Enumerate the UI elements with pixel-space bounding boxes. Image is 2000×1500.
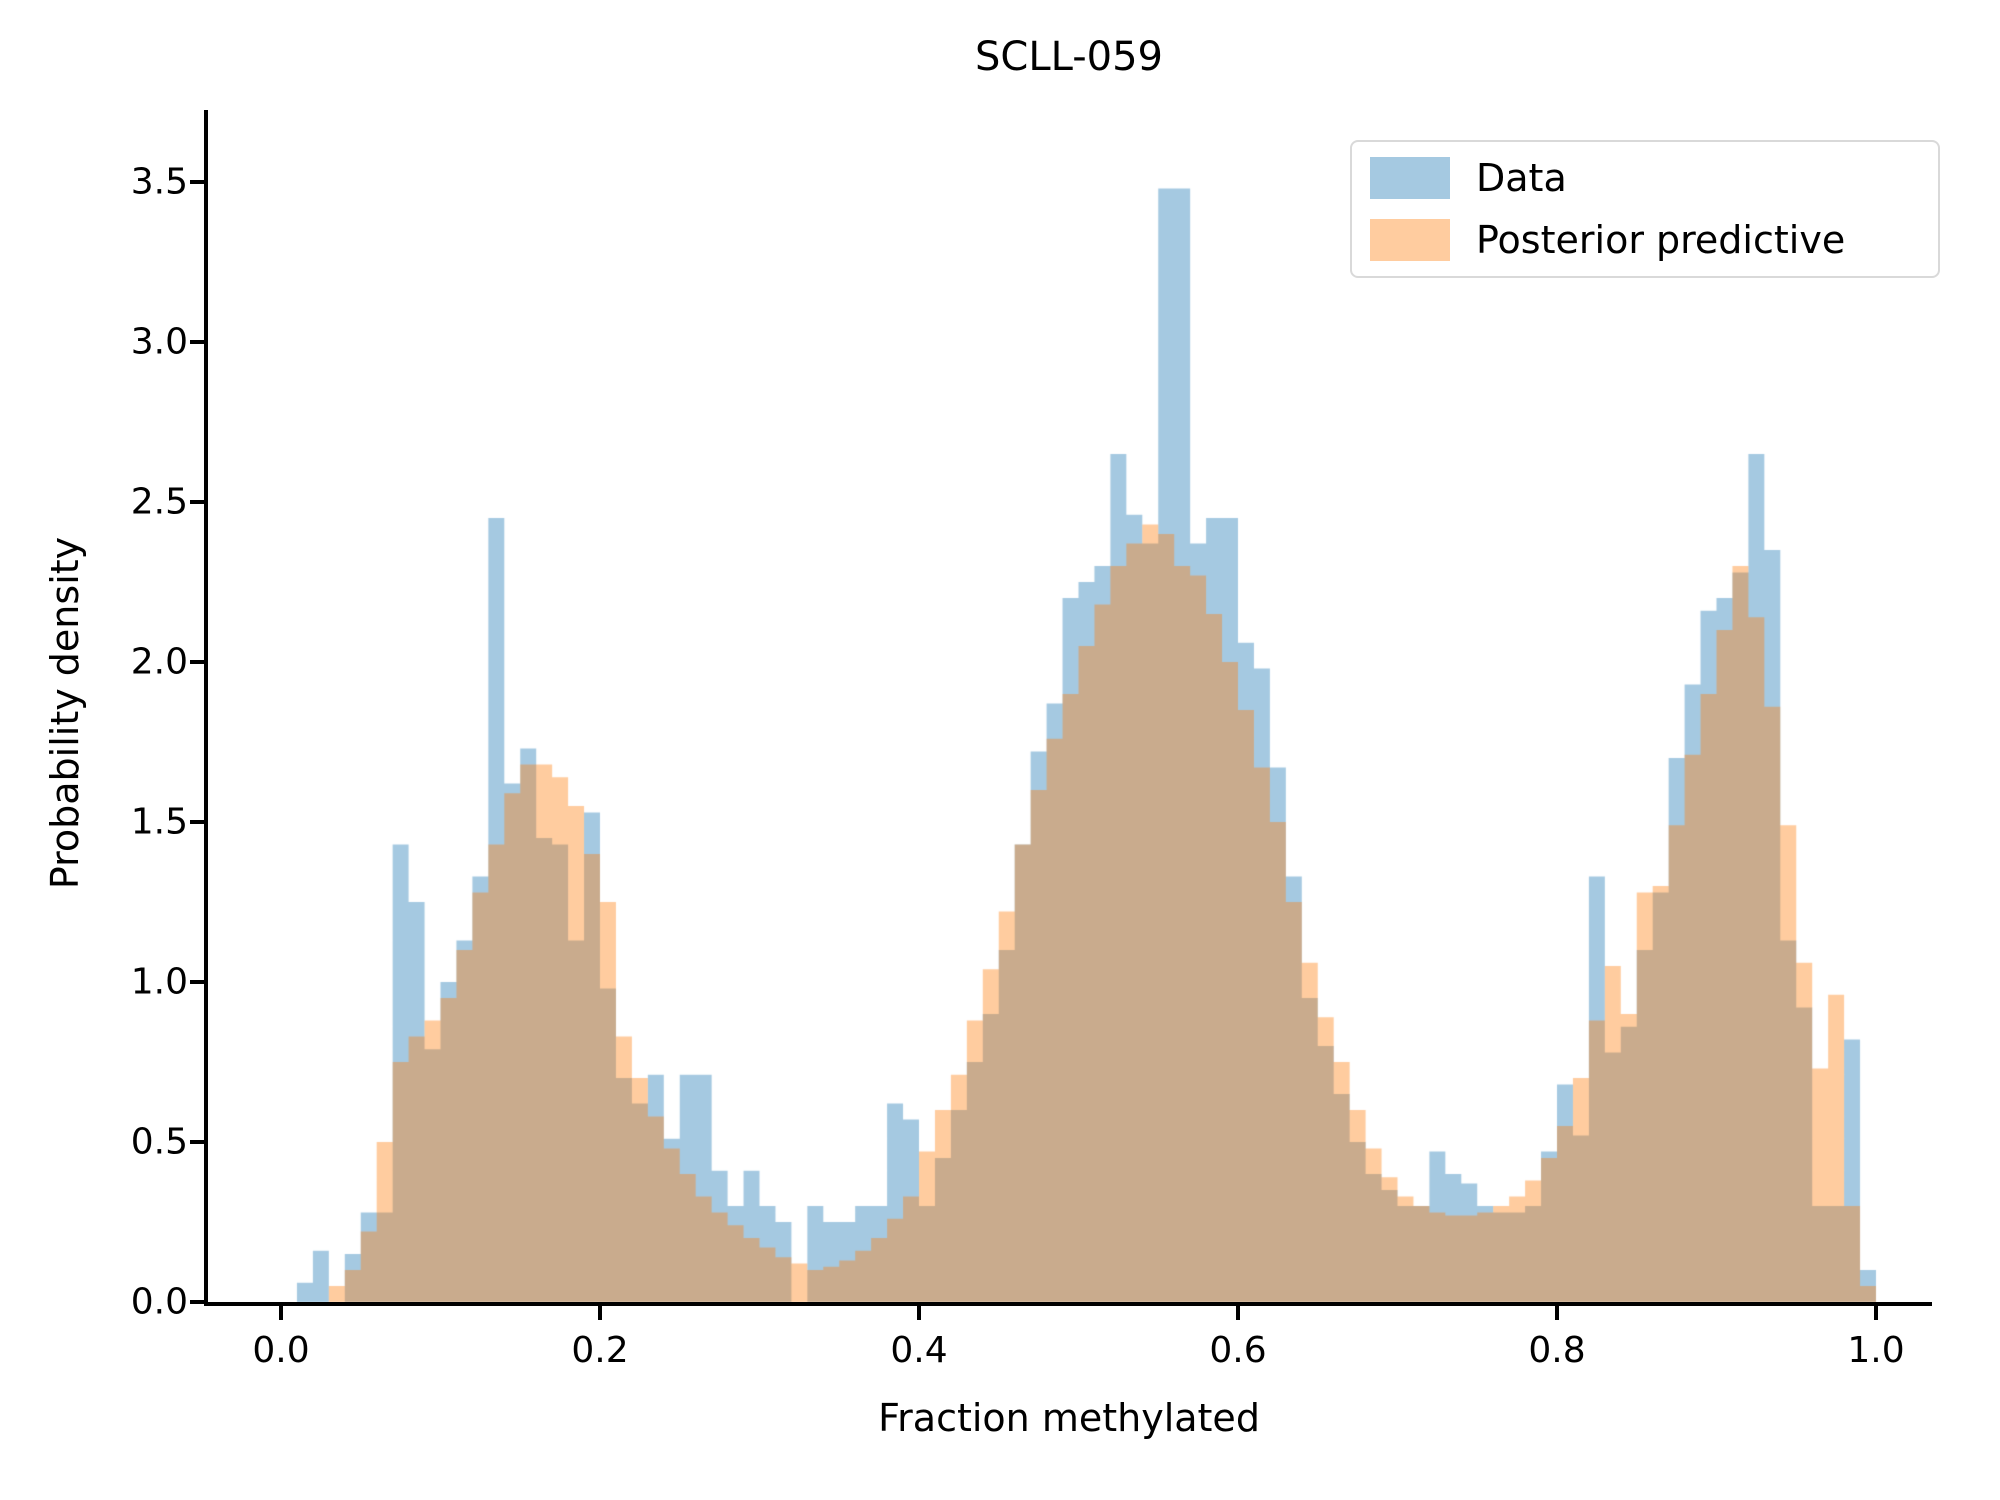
- legend: Data Posterior predictive: [1350, 140, 1940, 278]
- data-series-swatch: [1370, 157, 1450, 199]
- y-tick-mark: [190, 660, 204, 664]
- y-tick-mark: [190, 340, 204, 344]
- x-axis-spine: [204, 1302, 1932, 1306]
- x-tick-mark: [279, 1306, 283, 1320]
- y-tick-label: 0.0: [130, 1281, 188, 1323]
- y-tick-mark: [190, 980, 204, 984]
- x-tick-mark: [598, 1306, 602, 1320]
- y-tick-mark: [190, 180, 204, 184]
- y-tick-label: 3.0: [130, 321, 188, 363]
- x-tick-mark: [1555, 1306, 1559, 1320]
- legend-label-data: Data: [1476, 156, 1567, 200]
- x-tick-mark: [917, 1306, 921, 1320]
- y-tick-label: 2.0: [130, 641, 188, 683]
- y-tick-mark: [190, 1140, 204, 1144]
- y-tick-mark: [190, 820, 204, 824]
- x-tick-mark: [1236, 1306, 1240, 1320]
- x-tick-label: 1.0: [1847, 1330, 1905, 1371]
- posterior-predictive-series-swatch: [1370, 219, 1450, 261]
- chart-title: SCLL-059: [975, 34, 1163, 80]
- x-tick-mark: [1874, 1306, 1878, 1320]
- y-tick-label: 2.5: [130, 481, 188, 523]
- y-tick-label: 1.5: [130, 801, 188, 843]
- x-tick-label: 0.0: [252, 1330, 310, 1371]
- y-axis-spine: [204, 110, 208, 1306]
- legend-item-data: Data: [1370, 156, 1938, 200]
- x-tick-label: 0.4: [890, 1330, 948, 1371]
- y-tick-label: 0.5: [130, 1121, 188, 1163]
- x-tick-label: 0.2: [571, 1330, 629, 1371]
- legend-item-posterior-predictive: Posterior predictive: [1370, 218, 1938, 262]
- y-tick-mark: [190, 1300, 204, 1304]
- legend-label-posterior-predictive: Posterior predictive: [1476, 218, 1846, 262]
- y-tick-label: 1.0: [130, 961, 188, 1003]
- y-tick-label: 3.5: [130, 161, 188, 203]
- x-axis-label: Fraction methylated: [878, 1396, 1260, 1440]
- x-tick-label: 0.8: [1528, 1330, 1586, 1371]
- y-tick-mark: [190, 500, 204, 504]
- x-tick-label: 0.6: [1209, 1330, 1267, 1371]
